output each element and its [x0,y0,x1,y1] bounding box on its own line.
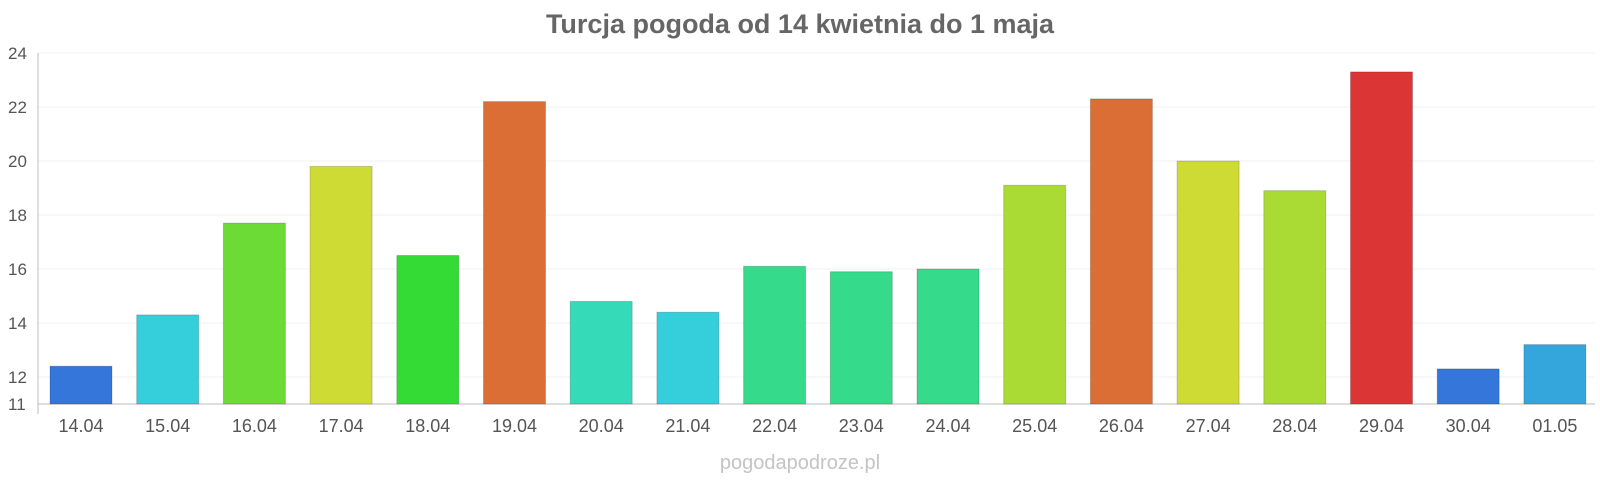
bars [49,71,1587,405]
y-axis-ticks: 11 12 14 16 18 20 22 24 [8,44,27,414]
x-tick-label: 25.04 [1012,416,1057,436]
x-tick-label: 29.04 [1359,416,1404,436]
bar-25.04 [1003,184,1067,405]
bar-21.04 [656,311,720,405]
y-tick-label: 18 [8,206,27,225]
x-tick-label: 17.04 [319,416,364,436]
bar-22.04 [743,265,807,405]
x-tick-label: 28.04 [1272,416,1317,436]
bar-15.04 [136,314,200,405]
bar-01.05 [1523,344,1587,405]
bar-14.04 [49,365,113,405]
y-tick-label: 20 [8,152,27,171]
x-tick-label: 14.04 [58,416,103,436]
x-tick-label: 21.04 [665,416,710,436]
x-tick-label: 20.04 [579,416,624,436]
bar-19.04 [483,101,546,405]
bar-16.04 [222,222,286,405]
x-axis-ticks: 14.04 15.04 16.04 17.04 18.04 19.04 20.04 21.04… [58,416,1577,436]
bar-27.04 [1176,160,1240,405]
chart-title: Turcja pogoda od 14 kwietnia do 1 maja [546,9,1055,39]
watermark: pogodapodroze.pl [720,452,880,474]
x-tick-label: 15.04 [145,416,190,436]
bar-28.04 [1263,190,1327,405]
x-tick-label: 22.04 [752,416,797,436]
x-tick-label: 23.04 [839,416,884,436]
bar-18.04 [396,255,460,405]
bar-23.04 [829,271,893,405]
y-tick-label: 24 [8,44,27,63]
y-tick-label: 22 [8,98,27,117]
x-tick-label: 24.04 [925,416,970,436]
bar-17.04 [309,165,373,405]
x-tick-label: 19.04 [492,416,537,436]
y-tick-label: 14 [8,314,27,333]
y-tick-label: 11 [8,395,26,414]
bar-30.04 [1436,368,1500,405]
x-tick-label: 30.04 [1446,416,1491,436]
y-tick-label: 12 [8,368,27,387]
bar-20.04 [569,300,633,405]
x-tick-label: 16.04 [232,416,277,436]
x-tick-label: 26.04 [1099,416,1144,436]
x-tick-label: 18.04 [405,416,450,436]
grid-lines [38,52,1595,378]
x-tick-label: 01.05 [1532,416,1577,436]
axes [37,53,1595,414]
bar-24.04 [916,268,980,405]
bar-26.04 [1089,98,1153,405]
x-tick-label: 27.04 [1186,416,1231,436]
y-tick-label: 16 [8,260,27,279]
bar-29.04 [1350,71,1413,405]
